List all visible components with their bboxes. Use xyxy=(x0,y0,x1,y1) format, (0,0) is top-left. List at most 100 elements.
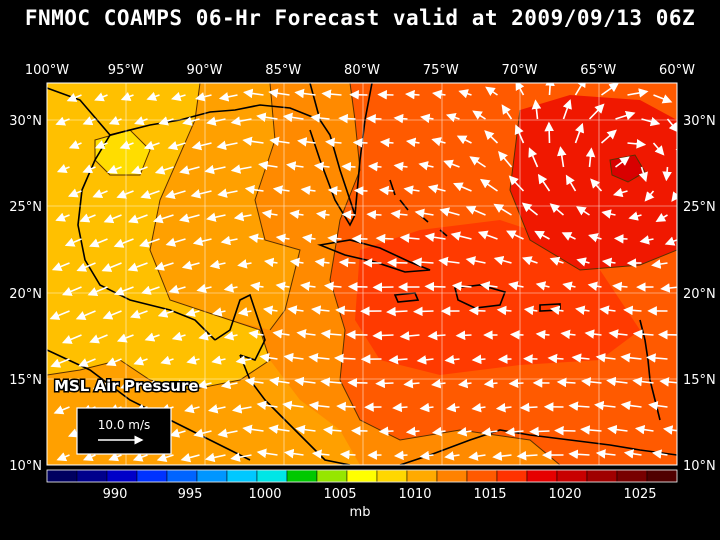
wind-arrow xyxy=(230,452,252,462)
wind-arrow xyxy=(477,230,498,240)
wind-arrow xyxy=(191,140,212,151)
wind-arrow xyxy=(323,281,342,292)
wind-arrow xyxy=(233,211,252,222)
wind-arrow xyxy=(294,376,316,387)
wind-arrow xyxy=(220,235,238,246)
wind-arrow xyxy=(431,378,446,389)
wind-arrow xyxy=(506,230,524,240)
wind-arrow xyxy=(469,156,486,168)
wind-arrow xyxy=(562,99,572,120)
lat-label-right: 10°N xyxy=(683,459,716,474)
wind-arrow xyxy=(399,233,420,243)
wind-arrow xyxy=(92,189,108,199)
wind-arrow xyxy=(171,331,186,341)
wind-arrow xyxy=(508,281,524,291)
wind-arrow xyxy=(61,334,82,344)
wind-arrow xyxy=(250,281,264,292)
wind-arrow xyxy=(501,104,513,120)
wind-arrow xyxy=(56,452,70,462)
lat-label-right: 25°N xyxy=(683,200,716,215)
wind-arrow xyxy=(269,136,290,147)
wind-arrow xyxy=(600,129,617,144)
colorbar-tick-label: 1020 xyxy=(548,487,581,502)
wind-arrow xyxy=(634,424,654,435)
wind-arrow xyxy=(294,88,316,99)
wind-arrow xyxy=(438,256,460,267)
wind-arrow xyxy=(471,402,486,413)
wind-arrow xyxy=(493,203,512,216)
wind-arrow xyxy=(568,401,590,411)
wind-arrow xyxy=(386,306,408,317)
wind-arrow xyxy=(223,283,238,293)
wind-arrow xyxy=(375,233,394,244)
wind-arrow xyxy=(659,377,677,387)
colorbar xyxy=(46,469,678,483)
wind-arrow xyxy=(535,329,550,340)
wind-arrow xyxy=(479,178,498,192)
wind-arrow xyxy=(287,305,304,315)
wind-arrow xyxy=(204,452,226,463)
wind-arrow xyxy=(308,401,330,411)
wind-arrow xyxy=(327,233,342,244)
wind-arrow xyxy=(244,376,264,387)
wind-arrow xyxy=(295,424,316,435)
wind-arrow xyxy=(339,449,356,460)
wind-arrow xyxy=(574,83,587,96)
wind-arrow xyxy=(179,213,200,223)
wind-arrow xyxy=(321,89,342,99)
colorbar-swatch xyxy=(46,469,78,483)
wind-arrow xyxy=(338,113,356,124)
wind-arrow xyxy=(516,450,538,461)
wind-arrow xyxy=(341,209,356,220)
wind-arrow xyxy=(231,404,252,414)
wind-arrow xyxy=(472,110,486,120)
wind-arrow xyxy=(585,147,596,168)
wind-arrow xyxy=(612,187,628,198)
wind-arrow xyxy=(419,402,434,413)
wind-arrow xyxy=(82,116,96,126)
wind-arrow xyxy=(427,330,446,341)
wind-arrow xyxy=(49,310,70,320)
wind-arrow xyxy=(130,309,148,319)
wind-arrow xyxy=(333,353,356,364)
wind-arrow xyxy=(300,281,316,291)
colorbar-tick-label: 1000 xyxy=(248,487,281,502)
wind-arrow xyxy=(431,137,446,147)
wind-arrow xyxy=(308,352,330,363)
wind-arrow xyxy=(152,214,174,224)
wind-arrow xyxy=(599,305,616,315)
wind-arrow xyxy=(158,116,174,126)
colorbar-swatch xyxy=(496,469,528,483)
colorbar-ticks: 990 995 1000 1005 1010 1015 1020 1025 xyxy=(103,487,657,502)
wind-arrow xyxy=(505,427,524,437)
lon-label: 80°W xyxy=(344,63,380,78)
lat-label-left: 20°N xyxy=(9,287,42,302)
wind-arrow xyxy=(627,139,647,149)
wind-arrow xyxy=(615,156,630,168)
pressure-field-gulf-high xyxy=(95,130,150,175)
wind-arrow xyxy=(314,257,330,268)
wind-arrow xyxy=(242,424,264,435)
wind-arrow xyxy=(195,92,212,102)
wind-arrow xyxy=(581,377,602,387)
wind-arrow xyxy=(580,425,602,435)
wind-arrow xyxy=(375,378,394,389)
wind-arrow xyxy=(171,91,186,102)
wind-arrow xyxy=(424,281,446,292)
wind-arrow xyxy=(133,356,148,366)
colorbar-swatch xyxy=(406,469,438,483)
wind-arrow xyxy=(379,185,394,196)
wind-arrow xyxy=(146,91,160,101)
wind-arrow xyxy=(230,164,252,174)
colorbar-swatch xyxy=(586,469,618,483)
wind-arrow xyxy=(571,353,590,363)
wind-arrow xyxy=(666,118,677,133)
wind-arrow xyxy=(103,214,122,224)
colorbar-swatch xyxy=(316,469,348,483)
wind-arrow xyxy=(606,376,628,387)
wind-arrow xyxy=(393,161,408,172)
wind-arrow xyxy=(289,209,304,220)
wind-arrow xyxy=(386,257,408,268)
wind-arrow xyxy=(338,257,356,268)
wind-arrow xyxy=(664,236,677,246)
